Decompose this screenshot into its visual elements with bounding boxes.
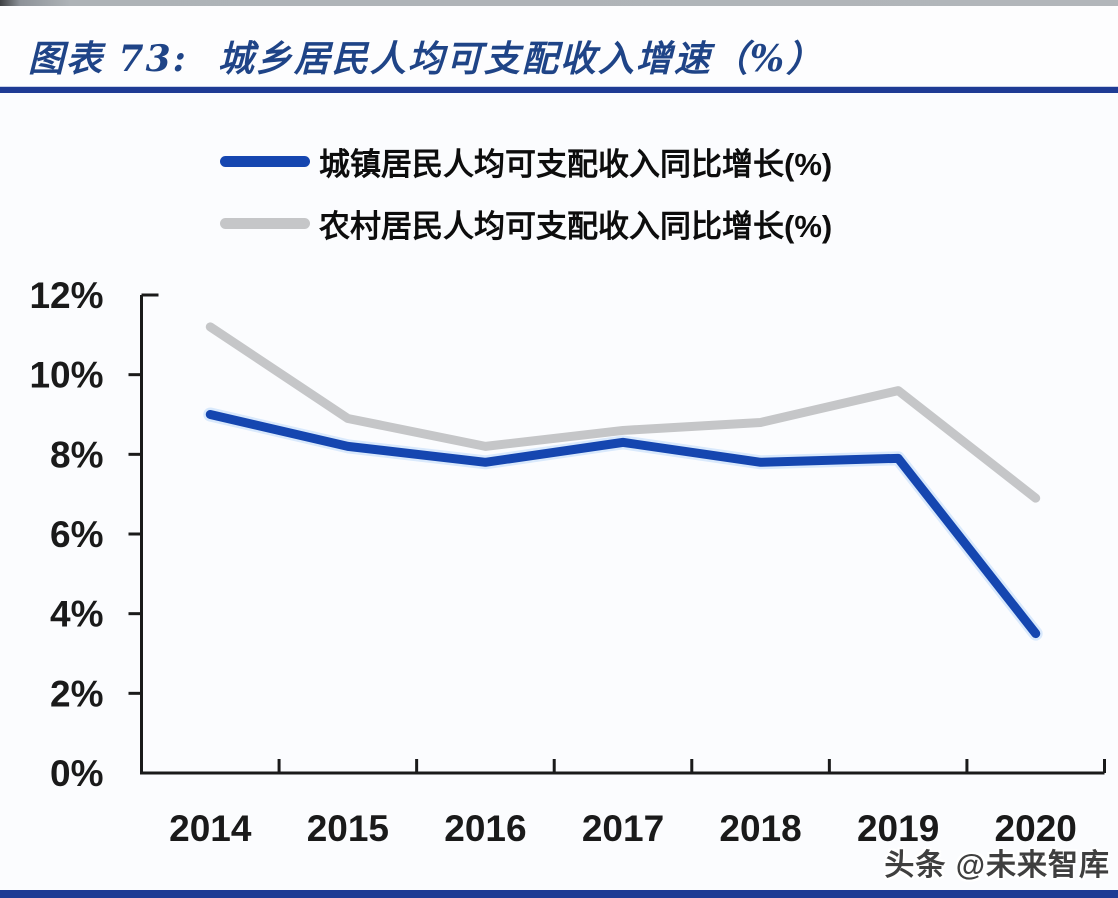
y-tick-label: 12% xyxy=(29,275,103,316)
x-tick-label: 2016 xyxy=(444,808,526,849)
y-tick-label: 10% xyxy=(29,355,103,396)
legend-item-urban: 城镇居民人均可支配收入同比增长(%) xyxy=(220,139,832,184)
page-title: 图表 73: 城乡居民人均可支配收入增速（%） xyxy=(28,30,824,82)
legend-label-urban: 城镇居民人均可支配收入同比增长(%) xyxy=(319,147,833,182)
x-tick-label: 2020 xyxy=(995,808,1077,849)
legend-swatch-rural-line xyxy=(220,218,310,229)
x-tick-label: 2017 xyxy=(582,808,664,849)
x-tick-label: 2019 xyxy=(857,808,939,849)
legend-swatch-urban-line xyxy=(220,156,310,167)
legend-label-rural: 农村居民人均可支配收入同比增长(%) xyxy=(319,209,833,244)
y-tick-label: 6% xyxy=(50,514,103,555)
series-line-1 xyxy=(205,322,1041,503)
legend-item-rural: 农村居民人均可支配收入同比增长(%) xyxy=(220,201,832,246)
watermark-text: 头条 @未来智库 xyxy=(884,849,1110,882)
figure-title-band: 图表 73: 城乡居民人均可支配收入增速（%） xyxy=(0,6,1118,87)
chart-legend: 城镇居民人均可支配收入同比增长(%) 农村居民人均可支配收入同比增长(%) xyxy=(220,139,832,246)
title-divider-rule xyxy=(0,87,1118,93)
x-tick-label: 2015 xyxy=(307,808,389,849)
x-tick-label: 2018 xyxy=(719,808,801,849)
bottom-accent-bar xyxy=(0,890,1118,898)
top-window-strip xyxy=(0,0,1118,6)
figure-number-label: 图表 73: xyxy=(28,38,188,80)
y-tick-label: 4% xyxy=(50,594,103,635)
series-line-0 xyxy=(205,410,1041,639)
y-tick-label: 8% xyxy=(50,434,103,475)
y-tick-label: 2% xyxy=(50,673,103,714)
y-tick-label: 0% xyxy=(50,753,103,794)
x-tick-label: 2014 xyxy=(169,808,252,849)
figure-title-text: 城乡居民人均可支配收入增速（%） xyxy=(217,38,825,80)
